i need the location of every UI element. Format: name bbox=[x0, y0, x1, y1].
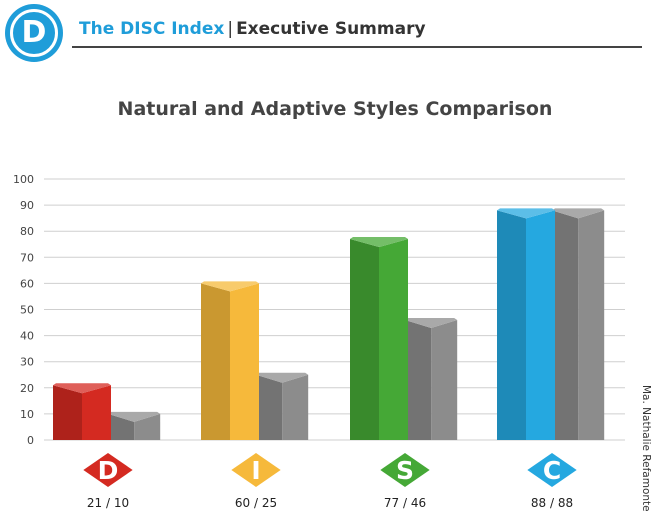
bar-natural-I-right-face bbox=[230, 283, 259, 440]
category-diamond-S bbox=[380, 453, 430, 487]
bar-adaptive-C-top-face bbox=[552, 208, 605, 219]
y-tick-label: 90 bbox=[20, 199, 34, 212]
y-tick-label: 10 bbox=[20, 408, 34, 421]
bar-adaptive-D-top-face bbox=[108, 411, 161, 422]
category-label: C bbox=[543, 456, 561, 485]
bar-adaptive-C-right-face bbox=[578, 210, 605, 440]
bar-natural-C-top-face bbox=[497, 208, 555, 219]
section-name: Executive Summary bbox=[236, 19, 426, 39]
disc-logo: D bbox=[5, 4, 63, 62]
bar-natural-I-left-face bbox=[201, 283, 230, 440]
bar-adaptive-D-left-face bbox=[108, 413, 135, 440]
bar-natural-D-top-face bbox=[53, 383, 111, 394]
y-tick-label: 60 bbox=[20, 277, 34, 290]
page-header-title: The DISC Index | Executive Summary bbox=[79, 19, 426, 39]
category-diamond-C bbox=[527, 453, 577, 487]
bar-adaptive-S-top-face bbox=[405, 317, 458, 328]
value-label: 77 / 46 bbox=[384, 496, 426, 510]
bar-adaptive-C-left-face bbox=[552, 210, 579, 440]
bar-adaptive-I-left-face bbox=[256, 374, 283, 440]
category-label: I bbox=[251, 456, 260, 485]
category-label: D bbox=[98, 456, 119, 485]
value-label: 60 / 25 bbox=[235, 496, 277, 510]
bar-adaptive-S-left-face bbox=[405, 319, 432, 440]
bar-natural-S-top-face bbox=[350, 237, 408, 248]
bar-natural-C-right-face bbox=[526, 210, 555, 440]
category-label: S bbox=[396, 456, 414, 485]
category-diamond-I bbox=[231, 453, 281, 487]
bar-natural-S-left-face bbox=[350, 239, 379, 440]
value-label: 21 / 10 bbox=[87, 496, 129, 510]
y-tick-label: 20 bbox=[20, 382, 34, 395]
y-tick-label: 50 bbox=[20, 304, 34, 317]
value-label: 88 / 88 bbox=[531, 496, 573, 510]
y-tick-label: 40 bbox=[20, 330, 34, 343]
bar-adaptive-I-right-face bbox=[282, 374, 309, 440]
bar-adaptive-S-right-face bbox=[431, 319, 458, 440]
chart-title: Natural and Adaptive Styles Comparison bbox=[117, 98, 553, 120]
header-rule bbox=[72, 46, 642, 48]
bar-natural-I-top-face bbox=[201, 281, 259, 292]
y-tick-label: 30 bbox=[20, 356, 34, 369]
y-tick-label: 100 bbox=[13, 173, 34, 186]
logo-letter: D bbox=[10, 9, 58, 57]
side-note: Ma. Nathalie Refamonte bbox=[640, 385, 652, 512]
bar-natural-S-right-face bbox=[379, 239, 408, 440]
brand-name: The DISC Index bbox=[79, 19, 225, 39]
bar-natural-C-left-face bbox=[497, 210, 526, 440]
bar-adaptive-D-right-face bbox=[134, 413, 161, 440]
header-separator: | bbox=[227, 19, 234, 39]
bar-adaptive-I-top-face bbox=[256, 372, 309, 383]
bar-natural-D-right-face bbox=[82, 385, 111, 440]
category-diamond-D bbox=[83, 453, 133, 487]
bar-natural-D-left-face bbox=[53, 385, 82, 440]
y-tick-label: 70 bbox=[20, 251, 34, 264]
y-tick-label: 80 bbox=[20, 225, 34, 238]
y-tick-label: 0 bbox=[27, 434, 34, 447]
